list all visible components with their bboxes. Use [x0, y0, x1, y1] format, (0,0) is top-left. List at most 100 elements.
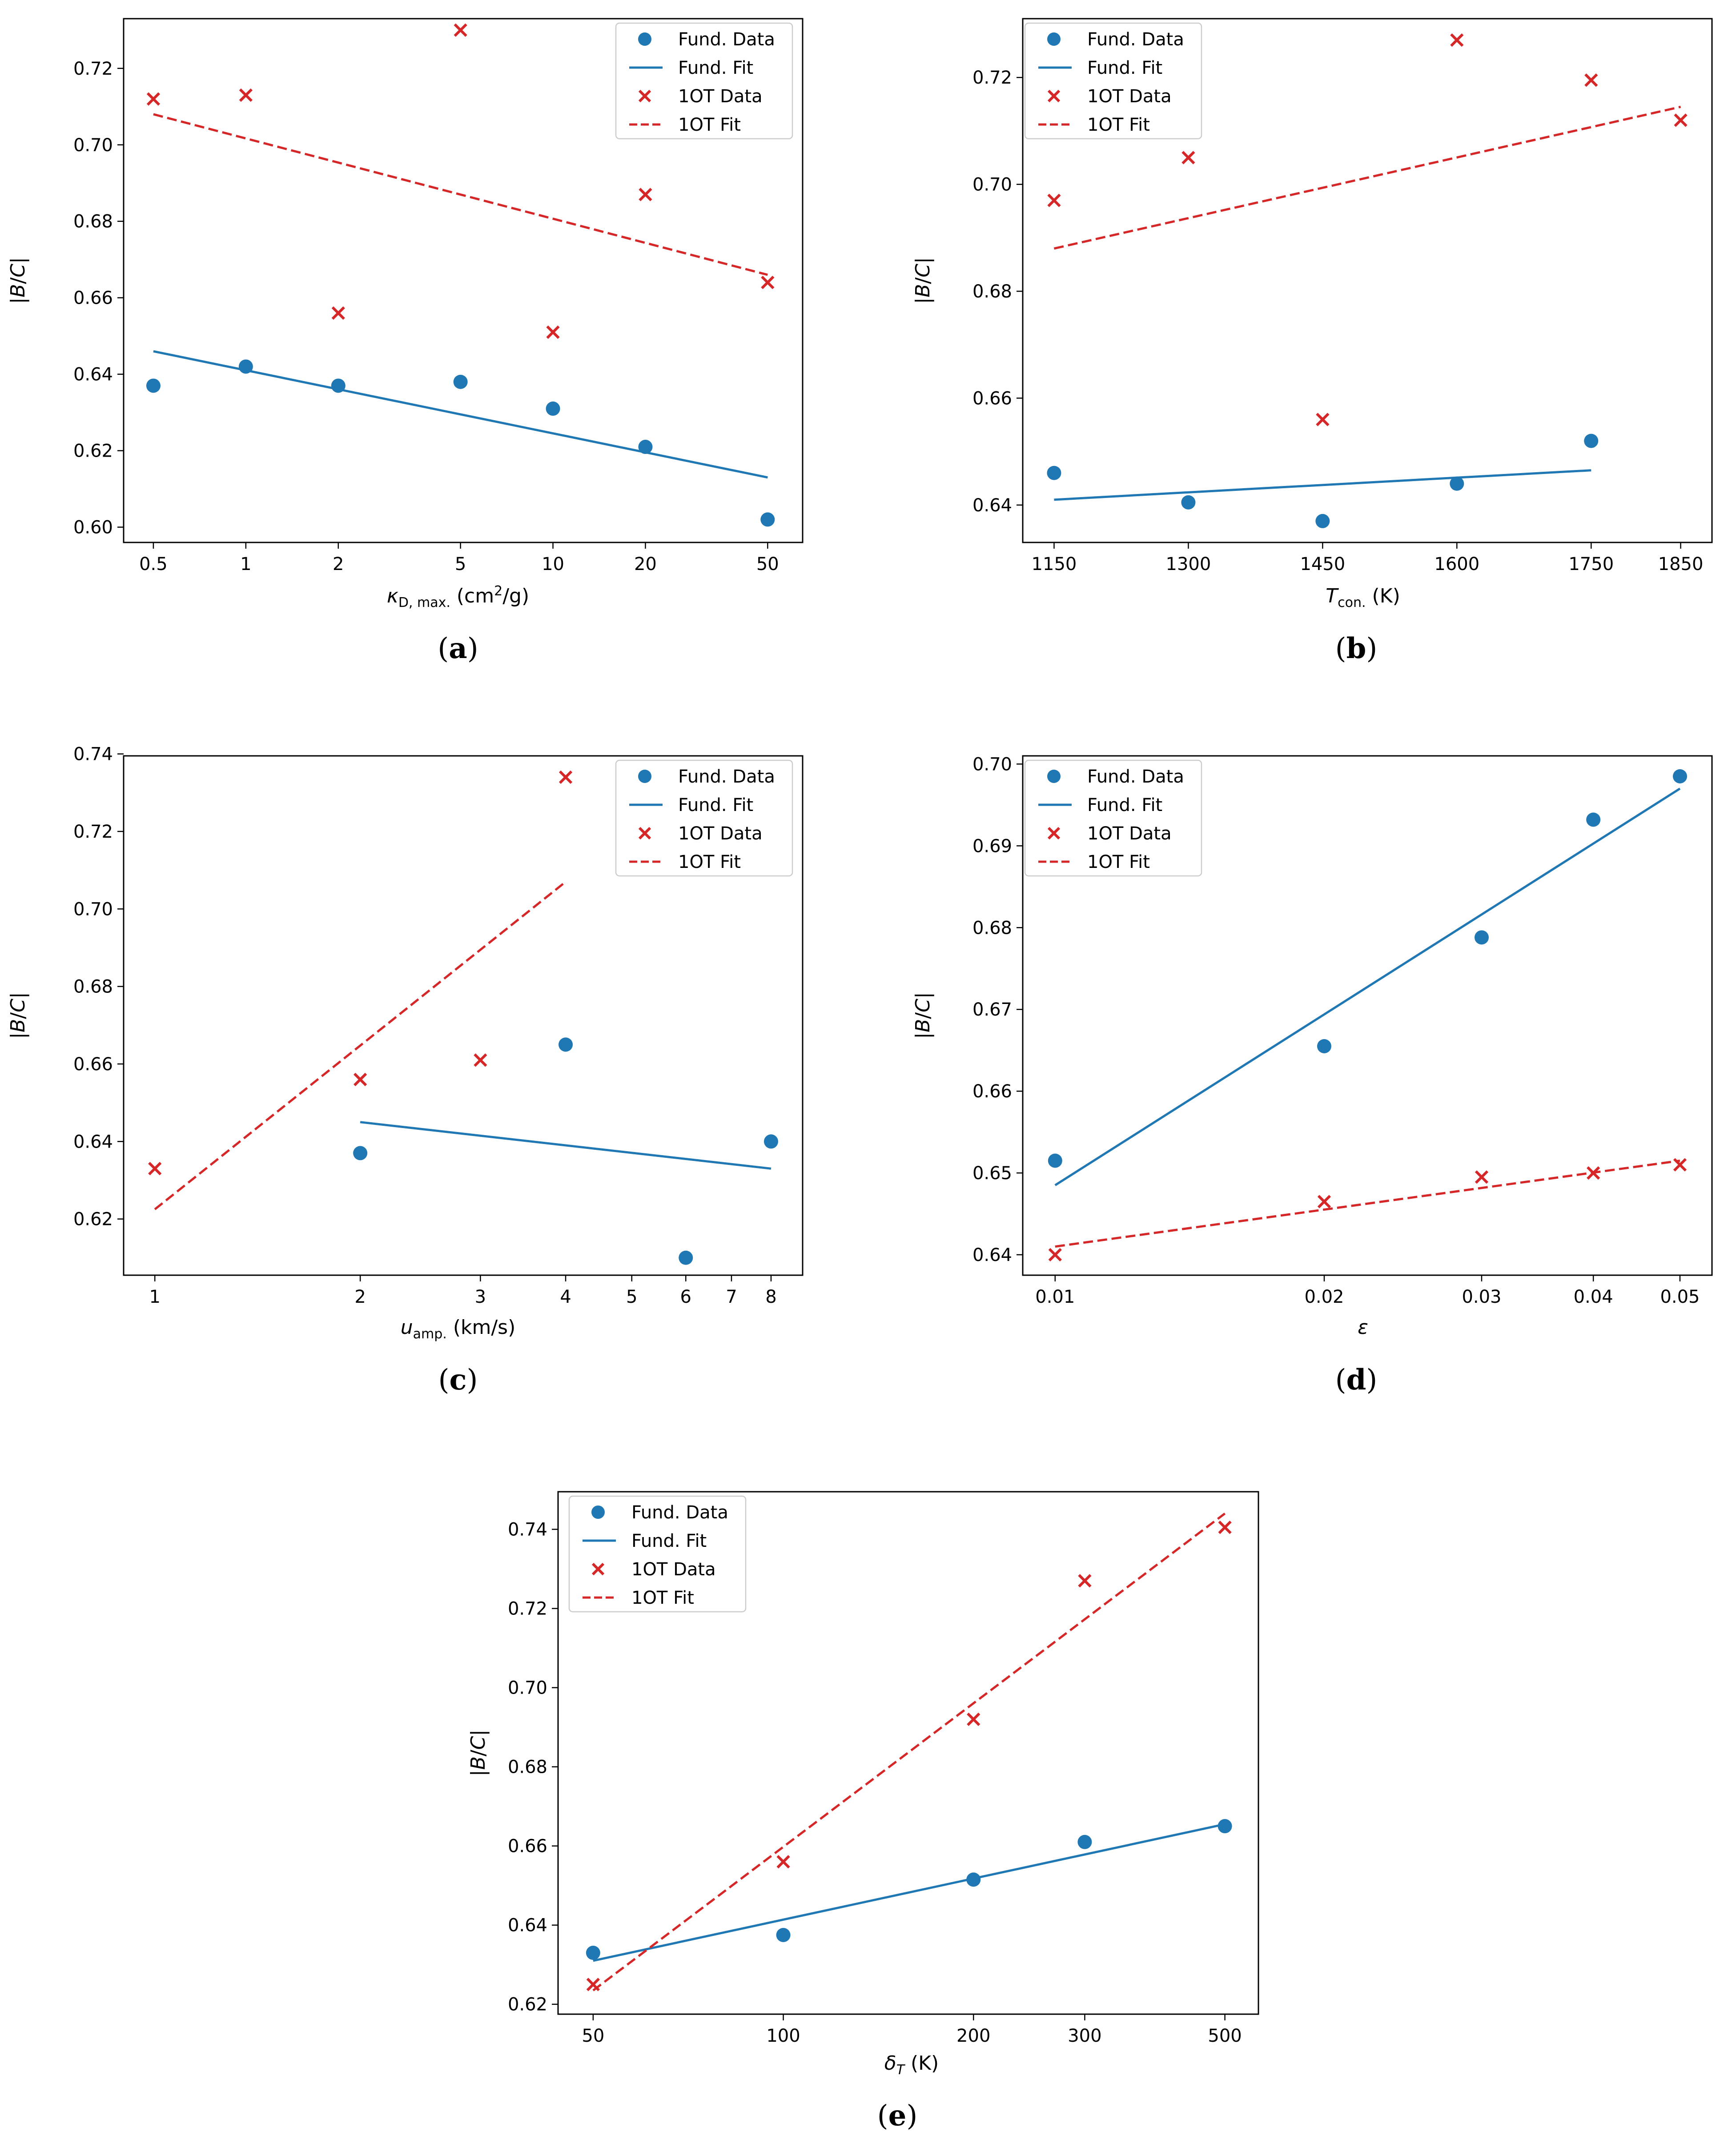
x-tick-label: 20: [634, 554, 657, 574]
y-tick-label: 0.70: [73, 899, 113, 919]
y-tick-label: 0.72: [508, 1599, 547, 1619]
data-point: [546, 401, 560, 416]
legend-label: 1OT Fit: [678, 115, 741, 135]
y-tick-label: 0.74: [508, 1520, 547, 1540]
data-cross: [776, 1855, 790, 1869]
caption-c: (c): [438, 1363, 478, 1397]
data-point: [1077, 1835, 1092, 1849]
data-cross: [639, 188, 652, 201]
data-point: [1586, 812, 1601, 827]
caption-a: (a): [438, 632, 478, 665]
legend-label: 1OT Data: [678, 86, 763, 107]
y-tick-label: 0.62: [73, 1209, 113, 1230]
data-cross: [1475, 1170, 1489, 1184]
data-cross: [331, 306, 345, 320]
x-tick-label: 8: [765, 1287, 776, 1307]
y-tick-label: 0.68: [73, 212, 113, 232]
data-point: [1048, 1153, 1062, 1168]
series-1ot-fit-b: [1053, 105, 1681, 250]
data-point: [1047, 466, 1061, 480]
legend-d: Fund. Data Fund. Fit 1OT Data 1OT Fit: [1024, 759, 1202, 877]
data-cross: [1047, 193, 1061, 207]
data-cross: [546, 325, 560, 339]
data-cross: [1584, 73, 1598, 87]
legend-label: Fund. Data: [678, 767, 775, 787]
y-tick-label: 0.69: [972, 836, 1012, 856]
data-point: [353, 1146, 368, 1160]
data-cross: [148, 1162, 162, 1176]
y-tick-label: 0.68: [972, 281, 1012, 302]
data-cross: [1218, 1520, 1232, 1534]
legend-marker-cross: [1047, 827, 1061, 840]
x-tick-label: 1450: [1300, 554, 1345, 574]
legend-label: 1OT Fit: [1087, 115, 1150, 135]
data-point: [1218, 1819, 1232, 1834]
x-tick-label: 0.05: [1660, 1287, 1700, 1307]
y-tick-label: 0.68: [972, 918, 1012, 938]
chart-panel-d: 0.01 0.02 0.03 0.04 0.05 0.64 0.65 0.66 0.67 0.68…: [912, 754, 1713, 1307]
series-fund-fit-a: [153, 350, 768, 479]
legend-marker-point: [1047, 770, 1061, 783]
data-point: [1450, 476, 1464, 491]
axis-ylabel-a: |B/C|: [7, 257, 29, 304]
legend-label: Fund. Data: [1087, 29, 1184, 50]
data-point: [1584, 434, 1599, 448]
y-tick-label: 0.64: [73, 365, 113, 385]
x-tick-label: 4: [560, 1287, 571, 1307]
chart-panel-a: 0.5 1 2 5 10 20 50 0.60 0.62 0.64 0.66 0.68 0.70 0.72…: [7, 18, 804, 574]
x-tick-label: 50: [756, 554, 779, 574]
legend-label: Fund. Fit: [1087, 795, 1162, 815]
y-tick-label: 0.70: [972, 754, 1012, 775]
data-cross: [761, 276, 775, 289]
y-tick-label: 0.70: [73, 135, 113, 156]
legend-label: 1OT Fit: [631, 1588, 694, 1608]
legend-label: Fund. Data: [631, 1502, 728, 1523]
data-point: [776, 1927, 791, 1942]
x-tick-label: 0.5: [139, 554, 168, 574]
legend-label: Fund. Fit: [631, 1531, 707, 1551]
x-tick-label: 0.04: [1574, 1287, 1613, 1307]
x-tick-label: 1850: [1658, 554, 1704, 574]
y-tick-label: 0.67: [972, 1000, 1012, 1020]
y-tick-label: 0.72: [73, 59, 113, 79]
legend-marker-point: [638, 770, 651, 783]
chart-panel-c: 1 2 3 4 5 6 7 8 0.62 0.64 0.66 0.68 0.70 0.72 0.74 |B/C…: [7, 744, 804, 1307]
x-tick-label: 1300: [1166, 554, 1211, 574]
data-point: [760, 512, 775, 527]
axis-xlabel-c: uamp. (km/s): [401, 1316, 516, 1342]
data-point: [453, 374, 468, 389]
x-tick-label: 1150: [1032, 554, 1077, 574]
legend-label: Fund. Fit: [1087, 58, 1162, 78]
data-point: [1181, 495, 1196, 510]
x-tick-label: 500: [1208, 2026, 1242, 2046]
data-point: [764, 1134, 778, 1149]
axis-ylabel-b: |B/C|: [912, 257, 934, 304]
series-1ot-fit-a: [153, 113, 768, 276]
y-tick-label: 0.66: [508, 1836, 547, 1857]
legend-marker-cross: [1047, 89, 1061, 103]
data-cross: [1450, 33, 1464, 47]
series-fund-fit-b: [1054, 469, 1591, 501]
data-point: [679, 1250, 693, 1265]
legend-marker-point: [591, 1506, 605, 1519]
y-tick-label: 0.72: [972, 68, 1012, 88]
x-tick-label: 1: [240, 554, 251, 574]
data-cross: [1078, 1574, 1092, 1588]
y-tick-label: 0.66: [73, 288, 113, 309]
y-tick-label: 0.70: [508, 1678, 547, 1698]
legend-label: 1OT Fit: [1087, 852, 1150, 872]
y-tick-label: 0.64: [972, 1245, 1012, 1265]
data-cross: [967, 1712, 981, 1726]
x-tick-label: 1: [149, 1287, 160, 1307]
data-point: [586, 1946, 600, 1960]
series-fund-fit-e: [593, 1823, 1226, 1962]
legend-label: 1OT Data: [1087, 823, 1172, 844]
legend-marker-cross: [638, 827, 651, 840]
x-tick-label: 0.01: [1035, 1287, 1075, 1307]
x-tick-label: 5: [626, 1287, 637, 1307]
data-cross: [1181, 151, 1195, 165]
legend-marker-cross: [638, 89, 651, 103]
y-tick-label: 0.68: [508, 1757, 547, 1778]
legend-marker-cross: [591, 1562, 605, 1576]
data-cross: [1317, 1195, 1331, 1208]
